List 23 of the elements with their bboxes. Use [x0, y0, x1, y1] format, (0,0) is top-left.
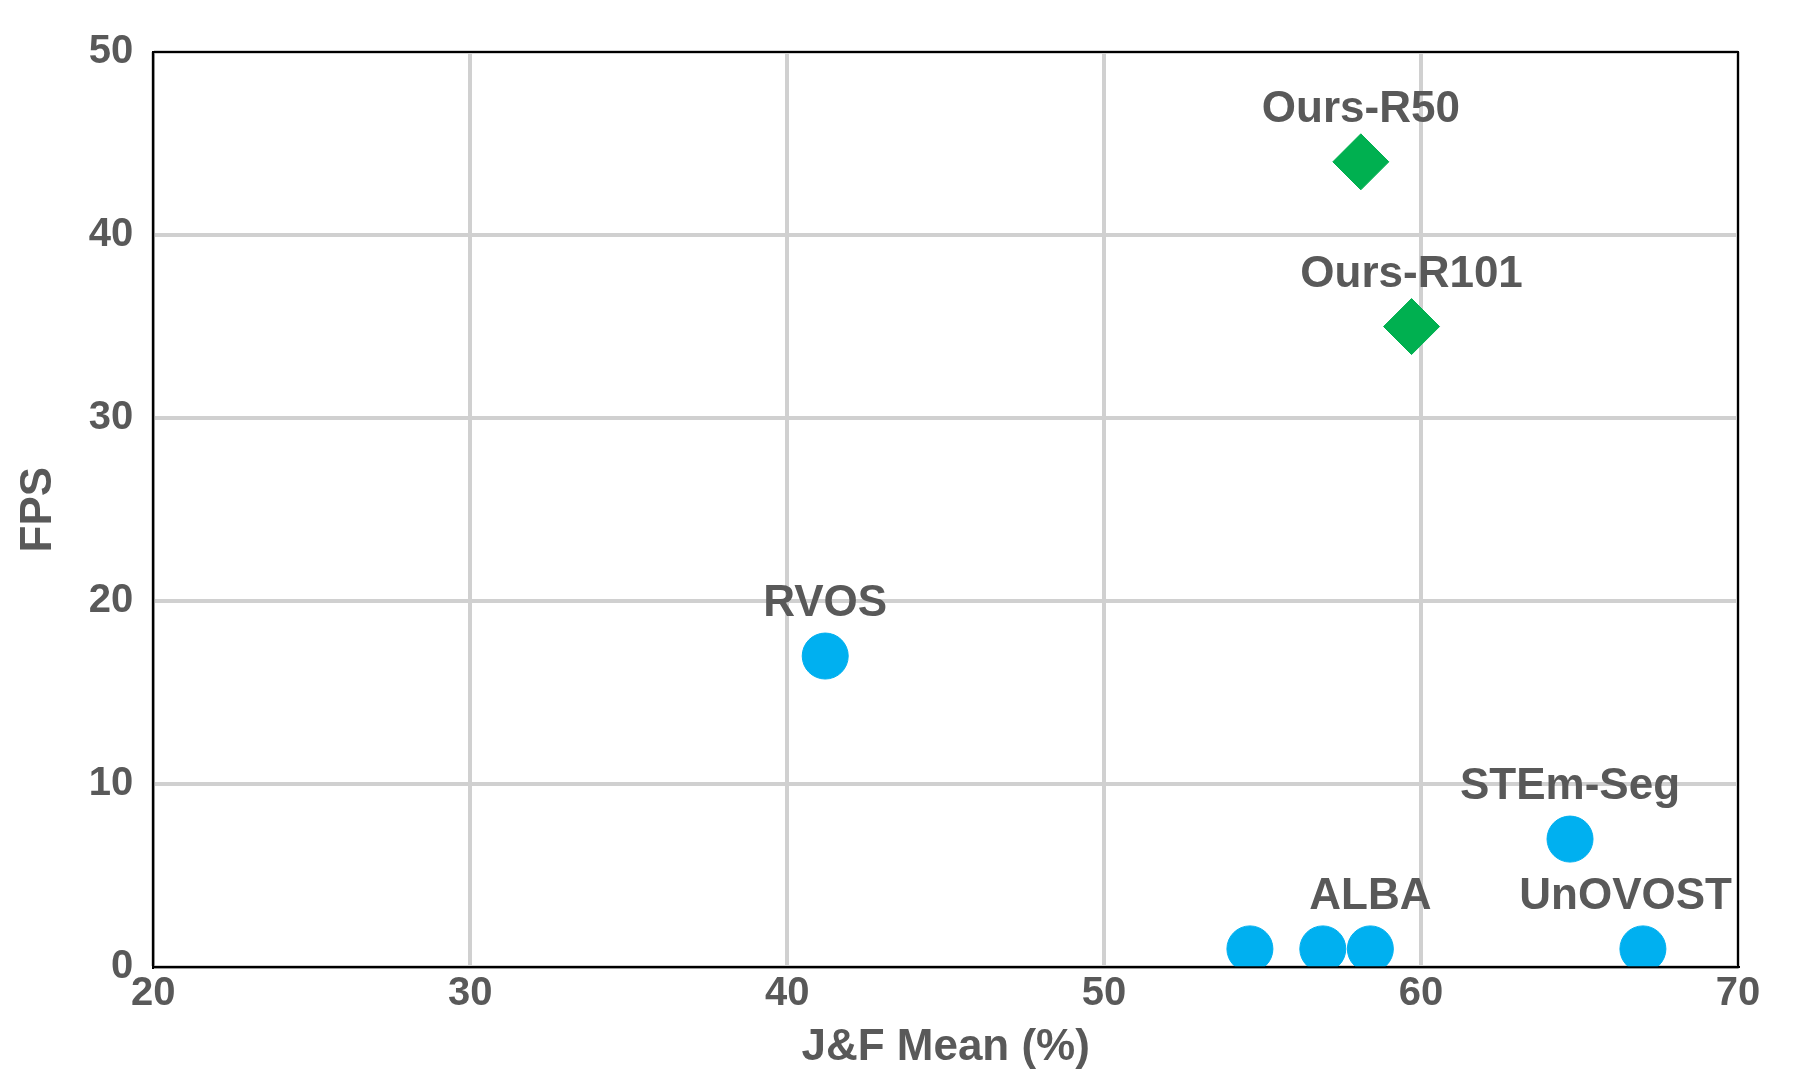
y-tick-label: 50: [88, 27, 134, 72]
point: [801, 632, 849, 680]
y-axis-title: FPS: [10, 466, 60, 553]
point: [1546, 815, 1594, 863]
annotation: Ours-R101: [1300, 246, 1523, 296]
y-tick-label: 20: [88, 576, 134, 621]
annotation: STEm-Seg: [1460, 759, 1681, 809]
x-tick-label: 70: [1715, 969, 1761, 1014]
annotation: Ours-R50: [1261, 81, 1460, 131]
y-tick-label: 40: [88, 210, 134, 255]
y-tick-label: 30: [88, 393, 134, 438]
x-tick-label: 60: [1398, 969, 1444, 1014]
annotation: ALBA: [1309, 868, 1432, 918]
x-tick-label: 20: [131, 969, 176, 1014]
x-axis-title: J&F Mean (%): [801, 1019, 1090, 1069]
x-tick-label: 40: [764, 969, 810, 1014]
x-tick-label: 30: [447, 969, 493, 1014]
y-tick-label: 10: [88, 759, 134, 804]
annotation: RVOS: [763, 576, 888, 626]
point: [1383, 298, 1441, 356]
annotation: UnOVOST: [1519, 868, 1733, 918]
point: [1332, 133, 1390, 191]
x-tick-label: 50: [1081, 969, 1127, 1014]
